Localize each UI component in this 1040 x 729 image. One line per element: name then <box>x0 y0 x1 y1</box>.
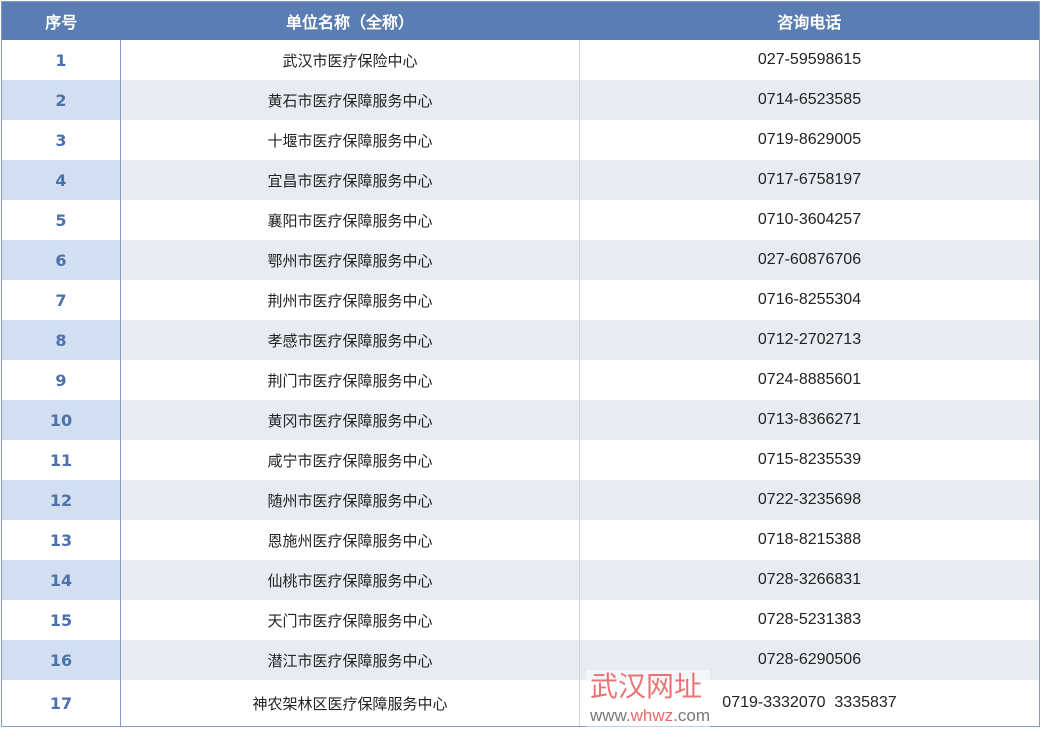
unit-name: 襄阳市医疗保障服务中心 <box>120 200 580 240</box>
unit-name: 随州市医疗保障服务中心 <box>120 480 580 520</box>
row-number: 14 <box>1 560 121 600</box>
unit-name: 荆门市医疗保障服务中心 <box>120 360 580 400</box>
header-phone: 咨询电话 <box>579 1 1040 40</box>
table-row: 10 黄冈市医疗保障服务中心 0713-8366271 <box>1 400 1040 440</box>
unit-name: 孝感市医疗保障服务中心 <box>120 320 580 360</box>
row-number: 6 <box>1 240 121 280</box>
unit-name: 荆州市医疗保障服务中心 <box>120 280 580 320</box>
phone-number: 0722-3235698 <box>579 480 1040 520</box>
phone-number: 0719-8629005 <box>757 131 862 148</box>
table-row: 5 襄阳市医疗保障服务中心 0710-3604257 <box>1 200 1040 240</box>
row-number: 5 <box>1 200 121 240</box>
unit-name: 仙桃市医疗保障服务中心 <box>120 560 580 600</box>
table-row: 2 黄石市医疗保障服务中心 0714-6523585 <box>1 80 1040 120</box>
row-number: 17 <box>1 680 121 727</box>
row-number: 3 <box>1 120 121 160</box>
table-row: 13 恩施州医疗保障服务中心 0718-8215388 <box>1 520 1040 560</box>
watermark-url-prefix: www. <box>590 706 631 725</box>
row-number: 2 <box>1 80 121 120</box>
phone-number: 0713-8366271 <box>579 400 1040 440</box>
unit-name: 潜江市医疗保障服务中心 <box>120 640 580 680</box>
phone-number: 027-59598615 <box>757 51 862 68</box>
unit-name: 宜昌市医疗保障服务中心 <box>120 160 580 200</box>
unit-name: 黄冈市医疗保障服务中心 <box>120 400 580 440</box>
row-number: 10 <box>1 400 121 440</box>
unit-name: 武汉市医疗保险中心 <box>120 40 580 80</box>
phone-number: 0728-3266831 <box>579 560 1040 600</box>
phone-number: 0712-2702713 <box>579 320 1040 360</box>
unit-name: 神农架林区医疗保障服务中心 <box>120 680 580 727</box>
unit-name: 天门市医疗保障服务中心 <box>120 600 580 640</box>
table-row: 17 神农架林区医疗保障服务中心 0719-3332070 3335837 <box>1 680 1040 727</box>
row-number: 1 <box>1 40 121 80</box>
table-row: 15 天门市医疗保障服务中心 0728-5231383 <box>1 600 1040 640</box>
table-row: 9 荆门市医疗保障服务中心 0724-8885601 <box>1 360 1040 400</box>
phone-number: 0714-6523585 <box>579 80 1040 120</box>
table-row: 11 咸宁市医疗保障服务中心 0715-8235539 <box>1 440 1040 480</box>
phone-number: 0717-6758197 <box>579 160 1040 200</box>
row-number: 12 <box>1 480 121 520</box>
watermark-url-suffix: .com <box>673 706 710 725</box>
header-unit-name: 单位名称（全称） <box>120 1 580 40</box>
table-row: 14 仙桃市医疗保障服务中心 0728-3266831 <box>1 560 1040 600</box>
table-row: 8 孝感市医疗保障服务中心 0712-2702713 <box>1 320 1040 360</box>
watermark-url-brand: whwz <box>630 706 674 725</box>
unit-name: 鄂州市医疗保障服务中心 <box>120 240 580 280</box>
phone-number: 0724-8885601 <box>757 371 862 388</box>
phone-number: 027-60876706 <box>579 240 1040 280</box>
row-number: 15 <box>1 600 121 640</box>
unit-name: 恩施州医疗保障服务中心 <box>120 520 580 560</box>
row-number: 16 <box>1 640 121 680</box>
phone-number: 0728-5231383 <box>757 611 862 628</box>
row-number: 11 <box>1 440 121 480</box>
unit-name: 十堰市医疗保障服务中心 <box>120 120 580 160</box>
watermark-logo-text: 武汉网址 <box>590 670 703 703</box>
table-row: 7 荆州市医疗保障服务中心 0716-8255304 <box>1 280 1040 320</box>
phone-number: 0710-3604257 <box>757 211 862 228</box>
phone-number: 0716-8255304 <box>757 291 862 308</box>
watermark-backdrop <box>586 670 710 728</box>
table-row: 16 潜江市医疗保障服务中心 0728-6290506 <box>1 640 1040 680</box>
phone-number: 0715-8235539 <box>757 451 862 468</box>
watermark-url: www.whwz.com <box>590 706 710 726</box>
table-row: 6 鄂州市医疗保障服务中心 027-60876706 <box>1 240 1040 280</box>
unit-name: 黄石市医疗保障服务中心 <box>120 80 580 120</box>
table-row: 12 随州市医疗保障服务中心 0722-3235698 <box>1 480 1040 520</box>
row-number: 4 <box>1 160 121 200</box>
table-row: 1 武汉市医疗保险中心 027-59598615 <box>1 40 1040 80</box>
unit-name: 咸宁市医疗保障服务中心 <box>120 440 580 480</box>
header-number: 序号 <box>1 1 121 40</box>
header-row: 序号 单位名称（全称） 咨询电话 <box>1 1 1040 40</box>
table-row: 4 宜昌市医疗保障服务中心 0717-6758197 <box>1 160 1040 200</box>
row-number: 8 <box>1 320 121 360</box>
phone-number: 0718-8215388 <box>757 531 862 548</box>
table-row: 3 十堰市医疗保障服务中心 0719-8629005 <box>1 120 1040 160</box>
row-number: 9 <box>1 360 121 400</box>
row-number: 13 <box>1 520 121 560</box>
row-number: 7 <box>1 280 121 320</box>
